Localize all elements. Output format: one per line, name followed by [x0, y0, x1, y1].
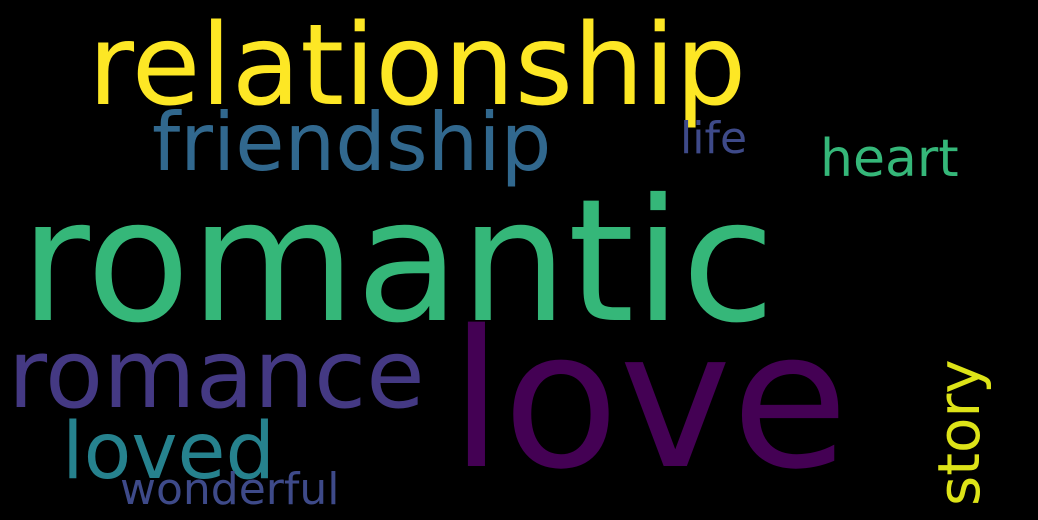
word-friendship: friendship	[152, 96, 552, 189]
word-romance: romance	[8, 320, 425, 430]
word-heart: heart	[820, 129, 959, 189]
word-life: life	[680, 113, 748, 164]
word-wonderful: wonderful	[120, 464, 340, 515]
word-loved: loved	[62, 407, 276, 497]
word-story: story	[925, 359, 993, 506]
word-relationship: relationship	[88, 1, 747, 131]
word-love: love	[450, 290, 849, 511]
word-story-container: story	[925, 330, 993, 510]
word-romantic: romantic	[20, 163, 776, 361]
